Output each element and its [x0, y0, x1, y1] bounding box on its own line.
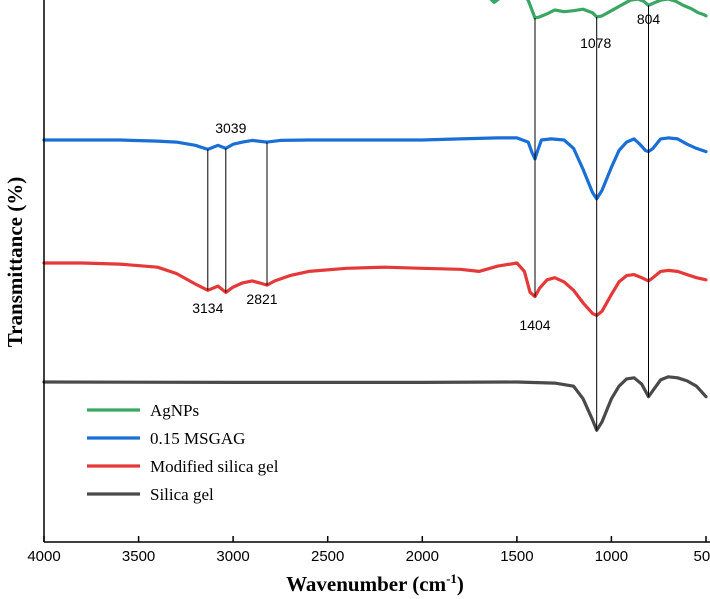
x-tick-label-3000: 3000	[216, 548, 249, 565]
legend-label-agnps: AgNPs	[150, 401, 199, 420]
legend-label-modified-silica-gel: Modified silica gel	[150, 457, 279, 476]
x-ticks: 4000 3500 3000 2500 2000 1500 1000 500	[27, 536, 710, 565]
annotation-label-3134: 3134	[192, 300, 223, 316]
x-tick-label-2500: 2500	[311, 548, 344, 565]
annotation-label-1078: 1078	[580, 35, 611, 51]
y-axis-title: Transmittance (%)	[3, 177, 27, 348]
legend-label-0-15-msgag: 0.15 MSGAG	[150, 429, 245, 448]
x-tick-label-2000: 2000	[406, 548, 439, 565]
legend-label-silica-gel: Silica gel	[150, 485, 214, 504]
x-tick-label-1000: 1000	[595, 548, 628, 565]
legend-background	[60, 393, 350, 523]
annotation-label-2821: 2821	[246, 291, 277, 307]
x-axis-title: Wavenumber (cm-1)	[286, 571, 464, 596]
x-axis-title-end: )	[457, 572, 464, 596]
annotation-label-1404: 1404	[519, 317, 550, 333]
annotation-layer: 804 1078 1404 3039 3134 2821	[192, 5, 661, 431]
annotation-label-3039: 3039	[215, 120, 246, 136]
x-tick-label-500: 500	[693, 548, 710, 565]
legend: AgNPs 0.15 MSGAG Modified silica gel Silica…	[87, 401, 279, 504]
x-axis-title-main: Wavenumber (cm	[286, 572, 447, 596]
x-tick-label-1500: 1500	[500, 548, 533, 565]
x-axis-title-sup: -1	[446, 571, 457, 586]
annotation-label-804: 804	[637, 11, 661, 27]
series-line-silica-gel	[42, 375, 708, 432]
series-line-0-15-msgag	[42, 136, 708, 201]
x-tick-label-3500: 3500	[122, 548, 155, 565]
x-tick-label-4000: 4000	[27, 548, 60, 565]
